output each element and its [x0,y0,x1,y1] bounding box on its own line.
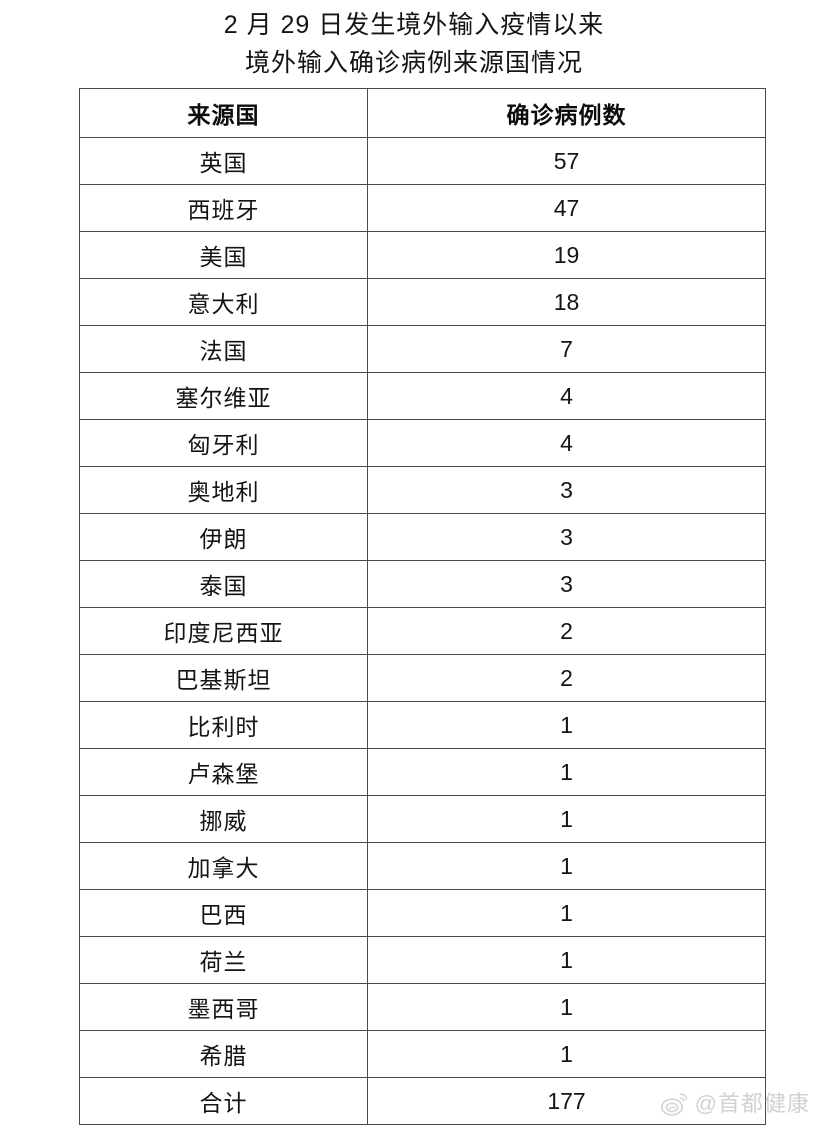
cell-count: 1 [367,936,766,984]
column-header-count: 确诊病例数 [367,88,766,138]
cell-count: 1 [367,795,766,843]
table-row: 加拿大 1 [79,842,766,890]
table-row: 荷兰 1 [79,936,766,984]
table-row: 挪威 1 [79,795,766,843]
cell-count: 57 [367,137,766,185]
cell-total-count: 177 [367,1077,766,1125]
cell-count: 2 [367,607,766,655]
page-title: 2 月 29 日发生境外输入疫情以来 境外输入确诊病例来源国情况 [0,0,828,82]
cell-count: 3 [367,513,766,561]
cell-count: 4 [367,419,766,467]
table-row: 比利时 1 [79,701,766,749]
page-title-line-2: 境外输入确诊病例来源国情况 [244,49,583,77]
cell-country: 卢森堡 [79,748,368,796]
page-title-line-1: 2 月 29 日发生境外输入疫情以来 [223,11,605,39]
cell-count: 19 [367,231,766,279]
table-row: 塞尔维亚 4 [79,372,766,420]
cell-country: 加拿大 [79,842,368,890]
table-row: 意大利 18 [79,278,766,326]
table-row: 英国 57 [79,137,766,185]
cell-count: 4 [367,372,766,420]
cell-country: 伊朗 [79,513,368,561]
cell-country: 巴西 [79,889,368,937]
cell-count: 2 [367,654,766,702]
table-row: 卢森堡 1 [79,748,766,796]
cell-count: 1 [367,1030,766,1078]
cell-count: 18 [367,278,766,326]
table-row: 泰国 3 [79,560,766,608]
table-row: 伊朗 3 [79,513,766,561]
table-row: 奥地利 3 [79,466,766,514]
table-row-total: 合计 177 [79,1077,766,1125]
cell-country: 匈牙利 [79,419,368,467]
cell-country: 印度尼西亚 [79,607,368,655]
table-row: 匈牙利 4 [79,419,766,467]
cell-country: 美国 [79,231,368,279]
cell-country: 英国 [79,137,368,185]
cell-count: 1 [367,983,766,1031]
column-header-country: 来源国 [79,88,368,138]
cell-count: 47 [367,184,766,232]
table-body: 英国 57 西班牙 47 美国 19 意大利 18 法国 7 塞尔维亚 4 匈牙利 4 奥地利 3 伊朗 3 泰国 3… [79,137,766,1125]
cell-total-label: 合计 [79,1077,368,1125]
cell-country: 塞尔维亚 [79,372,368,420]
cell-count: 7 [367,325,766,373]
cell-country: 泰国 [79,560,368,608]
cell-count: 1 [367,889,766,937]
table-row: 法国 7 [79,325,766,373]
cell-country: 意大利 [79,278,368,326]
cell-country: 比利时 [79,701,368,749]
table-row: 墨西哥 1 [79,983,766,1031]
table-row: 巴西 1 [79,889,766,937]
table-header-row: 来源国 确诊病例数 [79,88,766,138]
cell-country: 挪威 [79,795,368,843]
table-row: 西班牙 47 [79,184,766,232]
table-row: 希腊 1 [79,1030,766,1078]
cell-count: 1 [367,701,766,749]
cell-country: 巴基斯坦 [79,654,368,702]
imported-cases-table: 来源国 确诊病例数 英国 57 西班牙 47 美国 19 意大利 18 法国 7 塞尔维亚 4 匈牙利 4… [79,88,766,1125]
cell-count: 3 [367,466,766,514]
table-row: 美国 19 [79,231,766,279]
table-row: 印度尼西亚 2 [79,607,766,655]
cell-country: 法国 [79,325,368,373]
cell-count: 1 [367,748,766,796]
table-header: 来源国 确诊病例数 [79,88,766,138]
cell-country: 荷兰 [79,936,368,984]
cell-country: 希腊 [79,1030,368,1078]
imported-cases-table-container: 来源国 确诊病例数 英国 57 西班牙 47 美国 19 意大利 18 法国 7 塞尔维亚 4 匈牙利 4… [79,88,766,1125]
cell-country: 墨西哥 [79,983,368,1031]
cell-count: 3 [367,560,766,608]
table-row: 巴基斯坦 2 [79,654,766,702]
cell-count: 1 [367,842,766,890]
cell-country: 西班牙 [79,184,368,232]
cell-country: 奥地利 [79,466,368,514]
